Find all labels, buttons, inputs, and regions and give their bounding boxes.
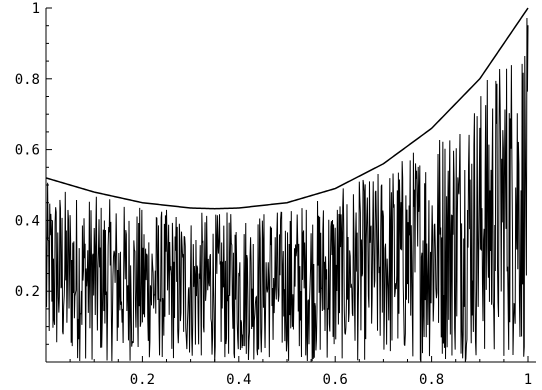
x-tick-label: 0.4 — [226, 372, 251, 388]
y-tick-label: 1 — [32, 1, 40, 17]
x-tick-label: 0.2 — [130, 372, 155, 388]
y-tick-label: 0.4 — [15, 213, 40, 229]
envelope-curve — [45, 7, 529, 210]
x-tick-label: 0.6 — [323, 372, 348, 388]
y-tick-label: 0.2 — [15, 284, 40, 300]
x-tick-label: 0.8 — [419, 372, 444, 388]
x-ticks: 0.2 0.4 0.6 0.8 1 — [69, 356, 532, 388]
y-tick-label: 0.8 — [15, 72, 40, 88]
oscillating-series — [45, 18, 529, 362]
y-tick-label: 0.6 — [15, 143, 40, 159]
x-tick-label: 1 — [524, 372, 532, 388]
y-ticks: 0.2 0.4 0.6 0.8 1 — [15, 1, 52, 345]
